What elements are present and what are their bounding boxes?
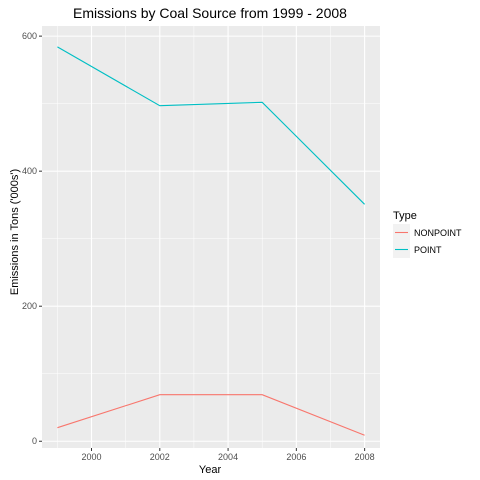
x-tick-label: 2002 (150, 452, 170, 462)
legend-title: Type (393, 210, 417, 222)
x-tick-label: 2004 (218, 452, 238, 462)
legend-label-point: POINT (414, 245, 442, 255)
y-tick-label: 200 (22, 301, 37, 311)
y-tick-label: 400 (22, 166, 37, 176)
legend-items: NONPOINT POINT (393, 224, 462, 258)
legend-label-nonpoint: NONPOINT (414, 228, 462, 238)
y-tick-label: 0 (32, 436, 37, 446)
y-axis-ticks: 0 200 400 600 (22, 31, 42, 446)
y-tick-label: 600 (22, 31, 37, 41)
legend: Type NONPOINT POINT (393, 210, 462, 258)
x-tick-label: 2000 (81, 452, 101, 462)
x-axis-ticks: 2000 2002 2004 2006 2008 (81, 448, 374, 462)
x-tick-label: 2006 (286, 452, 306, 462)
plot-panel (42, 26, 380, 448)
chart-title: Emissions by Coal Source from 1999 - 200… (73, 5, 347, 21)
y-axis-title: Emissions in Tons ('000s') (9, 169, 21, 295)
x-tick-label: 2008 (355, 452, 375, 462)
x-axis-title: Year (199, 464, 222, 476)
